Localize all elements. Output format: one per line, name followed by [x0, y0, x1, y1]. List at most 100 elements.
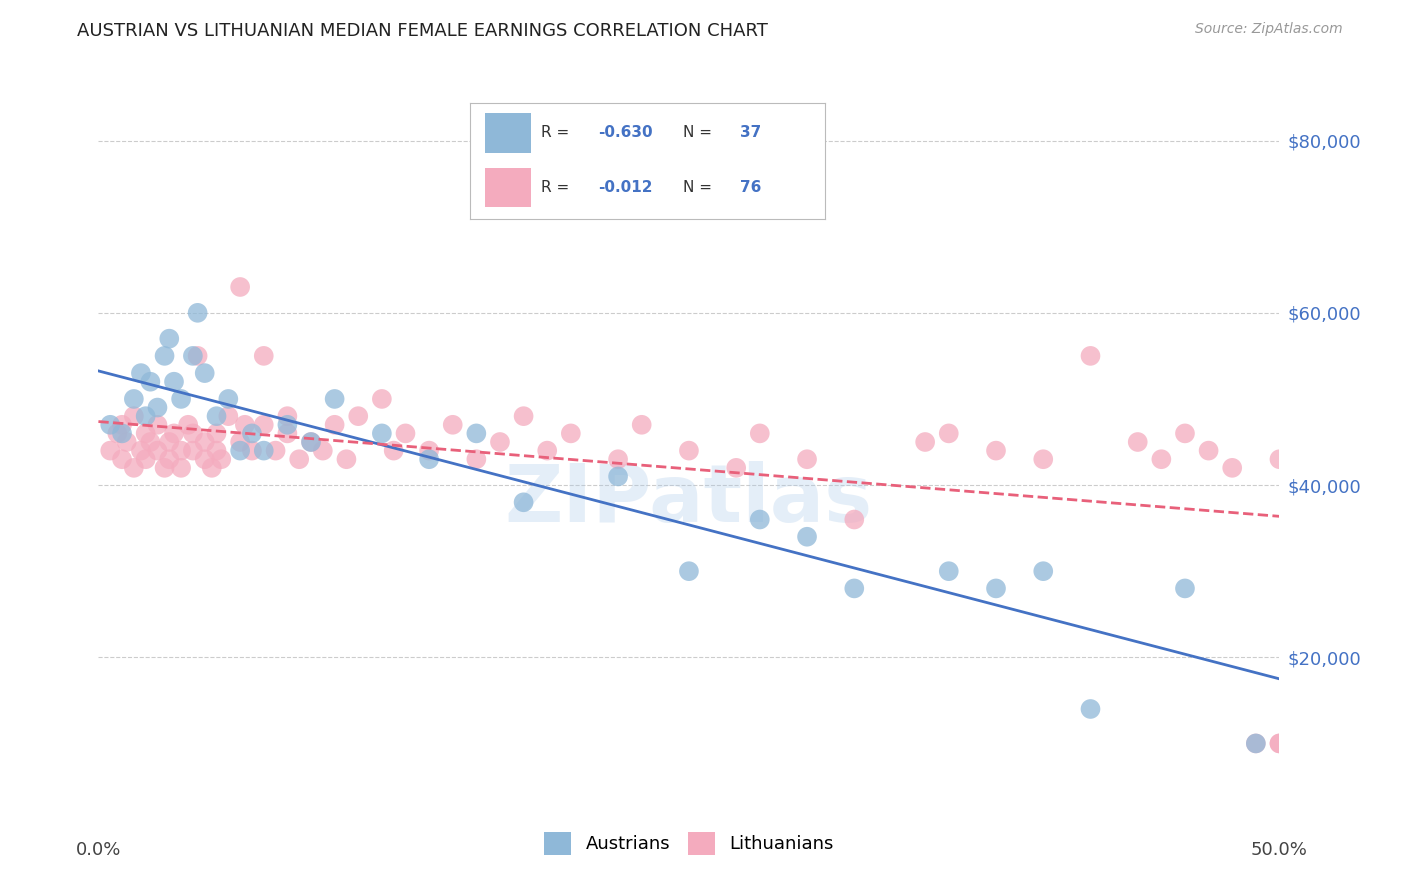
Point	[1174, 426, 1197, 441]
Point	[264, 443, 287, 458]
Point	[105, 426, 128, 441]
Point	[560, 426, 582, 441]
Point	[938, 564, 960, 578]
Point	[335, 452, 357, 467]
Point	[201, 460, 224, 475]
Point	[209, 452, 232, 467]
Point	[98, 417, 121, 432]
Point	[111, 452, 134, 467]
Point	[465, 452, 488, 467]
Point	[536, 443, 558, 458]
Point	[1198, 443, 1220, 458]
Point	[371, 426, 394, 441]
Point	[98, 443, 121, 458]
Point	[139, 435, 162, 450]
Point	[205, 443, 228, 458]
Point	[276, 426, 298, 441]
Point	[187, 349, 209, 363]
Point	[253, 417, 276, 432]
Point	[1032, 452, 1054, 467]
Point	[146, 417, 169, 432]
Point	[276, 409, 298, 424]
Point	[122, 460, 145, 475]
Point	[938, 426, 960, 441]
Point	[489, 435, 512, 450]
Point	[465, 426, 488, 441]
Point	[135, 409, 157, 424]
Point	[630, 417, 652, 432]
Point	[170, 460, 193, 475]
Point	[512, 409, 534, 424]
Point	[382, 443, 405, 458]
Point	[1268, 736, 1291, 750]
Point	[217, 409, 239, 424]
Point	[181, 426, 204, 441]
Point	[240, 426, 263, 441]
Point	[253, 443, 276, 458]
Point	[312, 443, 335, 458]
Point	[371, 392, 394, 406]
Point	[240, 443, 263, 458]
Point	[129, 443, 152, 458]
Point	[914, 435, 936, 450]
Point	[299, 435, 322, 450]
Point	[1174, 582, 1197, 596]
Point	[135, 426, 157, 441]
Point	[146, 443, 169, 458]
Point	[1244, 736, 1267, 750]
Text: AUSTRIAN VS LITHUANIAN MEDIAN FEMALE EARNINGS CORRELATION CHART: AUSTRIAN VS LITHUANIAN MEDIAN FEMALE EAR…	[77, 22, 768, 40]
Point	[229, 435, 252, 450]
Point	[146, 401, 169, 415]
Point	[1032, 564, 1054, 578]
Point	[194, 435, 217, 450]
Point	[441, 417, 464, 432]
Point	[229, 280, 252, 294]
Point	[607, 469, 630, 483]
Point	[187, 306, 209, 320]
Point	[170, 392, 193, 406]
Point	[233, 417, 256, 432]
Text: ZIPatlas: ZIPatlas	[505, 461, 873, 539]
Point	[157, 452, 180, 467]
Point	[1268, 736, 1291, 750]
Point	[163, 375, 186, 389]
Point	[844, 512, 866, 526]
Point	[1150, 452, 1173, 467]
Point	[135, 452, 157, 467]
Point	[111, 426, 134, 441]
Point	[122, 409, 145, 424]
Point	[181, 443, 204, 458]
Point	[678, 443, 700, 458]
Point	[323, 417, 346, 432]
Point	[194, 366, 217, 380]
Point	[512, 495, 534, 509]
Point	[153, 460, 176, 475]
Point	[725, 460, 748, 475]
Point	[229, 443, 252, 458]
Point	[299, 435, 322, 450]
Point	[122, 392, 145, 406]
Point	[111, 417, 134, 432]
Point	[607, 452, 630, 467]
Point	[139, 375, 162, 389]
Point	[1268, 452, 1291, 467]
Point	[748, 512, 770, 526]
Point	[394, 426, 416, 441]
Point	[347, 409, 370, 424]
Point	[153, 349, 176, 363]
Point	[418, 443, 440, 458]
Point	[796, 452, 818, 467]
Legend: Austrians, Lithuanians: Austrians, Lithuanians	[537, 825, 841, 862]
Point	[1080, 702, 1102, 716]
Point	[157, 332, 180, 346]
Point	[253, 349, 276, 363]
Point	[177, 417, 200, 432]
Point	[170, 443, 193, 458]
Point	[678, 564, 700, 578]
Point	[157, 435, 180, 450]
Point	[217, 392, 239, 406]
Point	[1244, 736, 1267, 750]
Point	[205, 426, 228, 441]
Point	[984, 443, 1007, 458]
Point	[323, 392, 346, 406]
